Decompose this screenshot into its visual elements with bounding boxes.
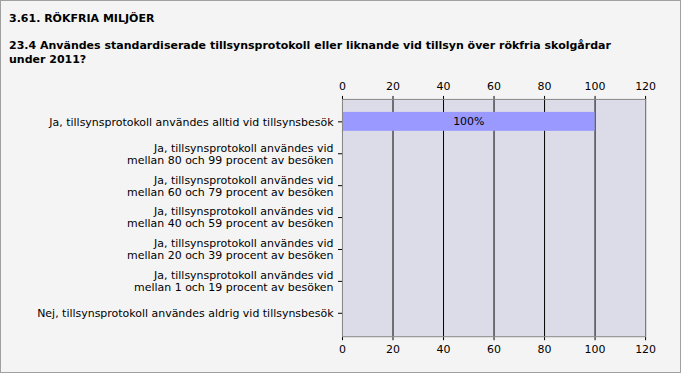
svg-text:Ja, tillsynsprotokoll användes: Ja, tillsynsprotokoll användes vidmellan… <box>127 237 333 262</box>
svg-text:120: 120 <box>635 343 656 356</box>
svg-text:0: 0 <box>339 343 346 356</box>
svg-text:Ja, tillsynsprotokoll användes: Ja, tillsynsprotokoll användes vidmellan… <box>127 142 333 167</box>
svg-text:Ja, tillsynsprotokoll användes: Ja, tillsynsprotokoll användes alltid vi… <box>48 116 334 129</box>
svg-text:40: 40 <box>437 343 451 356</box>
svg-text:Ja, tillsynsprotokoll användes: Ja, tillsynsprotokoll användes vidmellan… <box>127 205 333 230</box>
svg-text:100: 100 <box>585 80 606 93</box>
svg-text:0: 0 <box>339 80 346 93</box>
svg-text:100%: 100% <box>453 115 484 128</box>
svg-text:80: 80 <box>538 80 552 93</box>
svg-text:60: 60 <box>487 80 501 93</box>
svg-text:60: 60 <box>487 343 501 356</box>
svg-text:20: 20 <box>386 80 400 93</box>
svg-text:40: 40 <box>437 80 451 93</box>
svg-text:Ja, tillsynsprotokoll användes: Ja, tillsynsprotokoll användes vidmellan… <box>134 269 334 294</box>
svg-text:20: 20 <box>386 343 400 356</box>
svg-text:Nej, tillsynsprotokoll använde: Nej, tillsynsprotokoll användes aldrig v… <box>37 307 334 320</box>
html-text:3.61. RÖKFRIA MILJÖER: 3.61. RÖKFRIA MILJÖER <box>9 12 155 25</box>
svg-text:100: 100 <box>585 343 606 356</box>
svg-text:80: 80 <box>538 343 552 356</box>
svg-text:120: 120 <box>635 80 656 93</box>
html-text:23.4 Användes standardiserade: 23.4 Användes standardiserade tillsynspr… <box>9 39 619 66</box>
svg-text:Ja, tillsynsprotokoll användes: Ja, tillsynsprotokoll användes vidmellan… <box>127 173 333 198</box>
